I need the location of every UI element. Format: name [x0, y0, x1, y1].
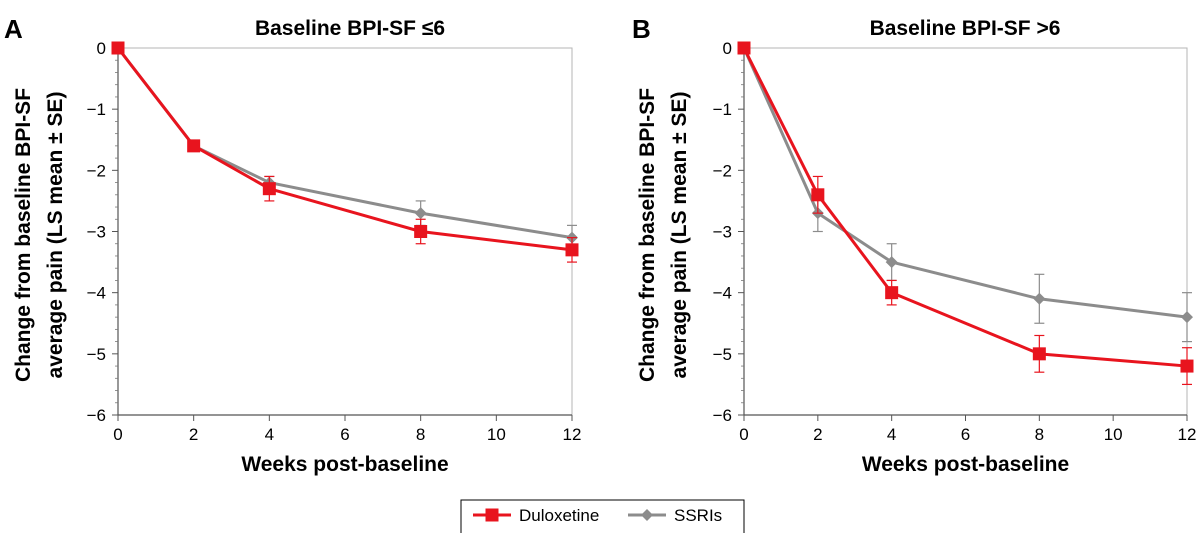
data-point [1181, 311, 1193, 324]
y-tick-label: −6 [713, 406, 732, 425]
legend-label-duloxetine: Duloxetine [519, 506, 599, 525]
data-point [885, 286, 899, 300]
panel-a: A Baseline BPI-SF ≤6 0 −1 −2 −3 −4 −5 −6 0 2 4 6 8 10 1… [4, 14, 581, 476]
y-tick-label: −4 [87, 284, 106, 303]
x-tick-label: 6 [961, 425, 970, 444]
x-tick-label: 2 [189, 425, 198, 444]
y-tick-label: −1 [713, 100, 732, 119]
data-point [565, 243, 579, 257]
x-tick-label: 8 [1035, 425, 1044, 444]
chart-title: Baseline BPI-SF ≤6 [255, 17, 445, 40]
x-tick-label: 12 [1178, 425, 1197, 444]
plot-frame [117, 47, 573, 416]
data-point [737, 41, 751, 55]
y-tick-label: −3 [713, 223, 732, 242]
x-tick-label: 4 [265, 425, 274, 444]
x-tick-label: 6 [340, 425, 349, 444]
x-axis-label: Weeks post-baseline [862, 453, 1069, 476]
x-tick-label: 10 [487, 425, 506, 444]
data-point [414, 207, 427, 220]
series-ssris [112, 42, 578, 251]
panel-b: B Baseline BPI-SF >6 0 −1 −2 −3 −4 −5 −6 0 2 4 6 8 10 1… [632, 14, 1196, 476]
y-tick-label: 0 [97, 39, 106, 58]
data-point [187, 139, 201, 153]
x-axis-label: Weeks post-baseline [241, 453, 448, 476]
data-point [262, 182, 276, 196]
series-line [742, 47, 1188, 368]
y-tick-label: −5 [87, 345, 106, 364]
y-axis-label-line2: average pain (LS mean ± SE) [44, 92, 67, 379]
y-tick-label: −3 [87, 223, 106, 242]
series-duloxetine [737, 41, 1194, 386]
data-point [811, 188, 825, 202]
panel-letter: B [632, 14, 651, 44]
series-duloxetine [111, 41, 579, 263]
y-tick-label: −1 [87, 100, 106, 119]
series-line [116, 47, 573, 252]
x-tick-label: 10 [1104, 425, 1123, 444]
x-tick-label: 8 [416, 425, 425, 444]
y-tick-label: −2 [87, 161, 106, 180]
data-point [111, 41, 125, 55]
y-tick-label: −6 [87, 406, 106, 425]
y-axis-label-line1: Change from baseline BPI-SF [12, 88, 35, 382]
x-tick-label: 12 [563, 425, 582, 444]
x-tick-label: 2 [813, 425, 822, 444]
y-tick-label: −4 [713, 284, 732, 303]
legend-label-ssris: SSRIs [674, 506, 722, 525]
panel-letter: A [4, 14, 23, 44]
data-point [1032, 347, 1046, 361]
series-ssris [738, 42, 1193, 343]
legend-marker [485, 508, 499, 522]
y-axis-label-line1: Change from baseline BPI-SF [636, 88, 659, 382]
legend: Duloxetine SSRIs [460, 499, 745, 533]
data-point [1180, 359, 1194, 373]
y-tick-label: 0 [723, 39, 732, 58]
y-axis-label-line2: average pain (LS mean ± SE) [668, 92, 691, 379]
x-tick-label: 0 [739, 425, 748, 444]
chart-title: Baseline BPI-SF >6 [870, 17, 1061, 40]
y-tick-label: −5 [713, 345, 732, 364]
legend-marker [641, 509, 653, 521]
data-point [885, 256, 898, 269]
data-point [1033, 292, 1046, 305]
y-tick-label: −2 [713, 161, 732, 180]
x-tick-label: 4 [887, 425, 896, 444]
data-point [414, 225, 428, 238]
x-tick-label: 0 [113, 425, 122, 444]
